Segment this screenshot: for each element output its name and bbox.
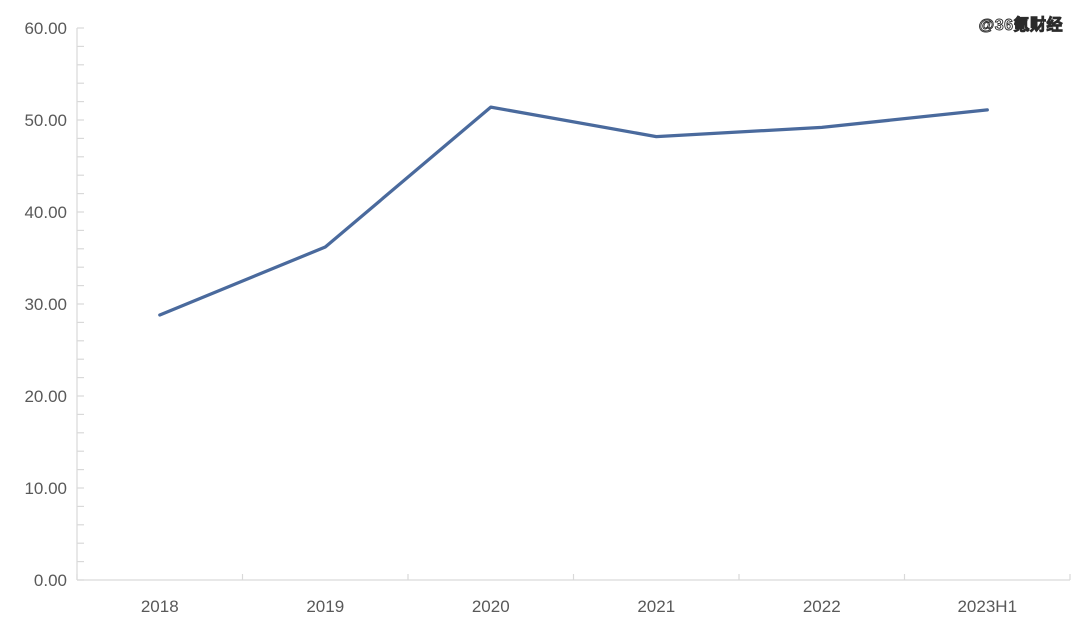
y-axis-label: 60.00	[24, 19, 67, 38]
x-axis-label: 2022	[803, 597, 841, 616]
y-axis-label: 30.00	[24, 295, 67, 314]
y-axis-label: 50.00	[24, 111, 67, 130]
x-axis-label: 2023H1	[957, 597, 1017, 616]
y-axis-label: 0.00	[34, 571, 67, 590]
x-axis-label: 2019	[306, 597, 344, 616]
series-line-value	[158, 105, 989, 317]
y-axis-label: 20.00	[24, 387, 67, 406]
y-axis-label: 40.00	[24, 203, 67, 222]
y-axis-label: 10.00	[24, 479, 67, 498]
x-axis-label: 2021	[637, 597, 675, 616]
x-axis-label: 2020	[472, 597, 510, 616]
watermark: @36氪财经	[978, 17, 1063, 35]
x-axis-label: 2018	[141, 597, 179, 616]
